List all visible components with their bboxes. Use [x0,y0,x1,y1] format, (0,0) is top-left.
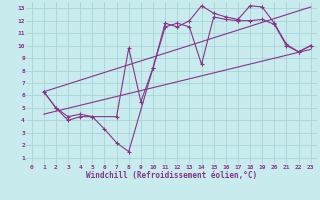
X-axis label: Windchill (Refroidissement éolien,°C): Windchill (Refroidissement éolien,°C) [86,171,257,180]
